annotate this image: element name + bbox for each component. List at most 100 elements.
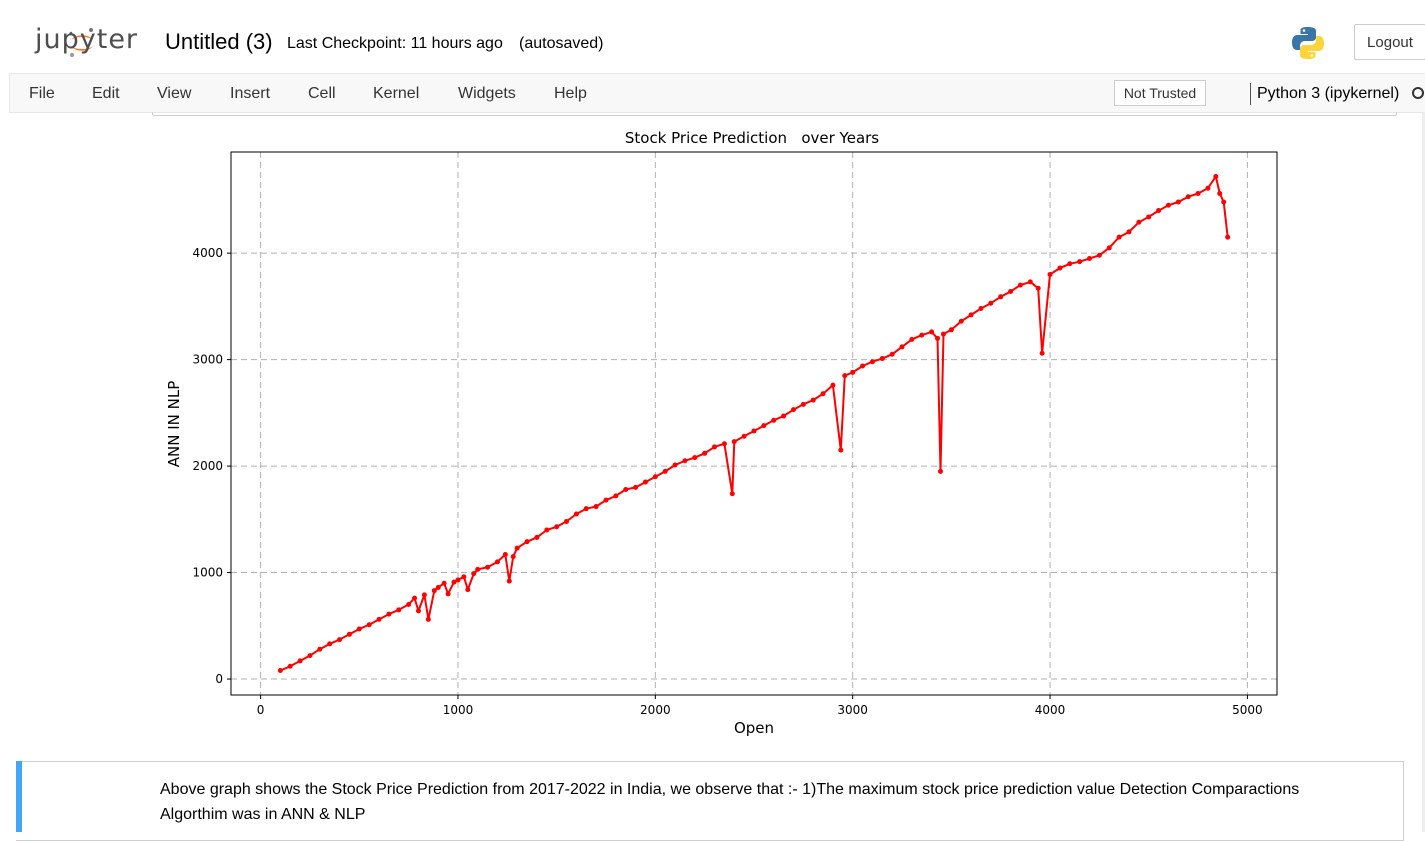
data-point (573, 511, 579, 517)
data-point (998, 294, 1004, 300)
y-tick-label: 0 (215, 672, 223, 686)
data-point (978, 306, 984, 312)
data-point (465, 587, 471, 593)
data-point (421, 592, 427, 598)
data-point (603, 497, 609, 503)
data-point (524, 539, 530, 545)
data-point (830, 382, 836, 388)
data-point (1195, 191, 1201, 197)
jupyter-logo-icon[interactable] (12, 24, 152, 62)
data-point (850, 369, 856, 375)
y-tick-label: 3000 (192, 353, 223, 367)
data-point (1213, 173, 1219, 179)
data-point (1039, 350, 1045, 356)
data-point (940, 331, 946, 337)
data-point (475, 566, 481, 572)
data-point (346, 631, 352, 637)
data-point (938, 468, 944, 474)
data-point (1017, 282, 1023, 288)
data-point (1035, 285, 1041, 291)
x-tick-label: 0 (257, 703, 265, 717)
data-point (415, 608, 421, 614)
chart-series (277, 173, 1231, 674)
y-axis-label: ANN IN NLP (165, 381, 183, 468)
logo-text[interactable]: jupyter (35, 24, 139, 55)
data-point (800, 401, 806, 407)
y-tick-label: 2000 (192, 459, 223, 473)
menu-file[interactable]: File (29, 85, 55, 102)
data-point (741, 433, 747, 439)
data-point (317, 646, 323, 652)
data-point (781, 413, 787, 419)
menu-help[interactable]: Help (554, 85, 587, 102)
menu-kernel[interactable]: Kernel (373, 85, 420, 102)
data-point (790, 407, 796, 413)
data-point (633, 484, 639, 490)
kernel-divider (1250, 83, 1251, 105)
data-point (485, 564, 491, 570)
data-point (564, 518, 570, 524)
data-point (1106, 245, 1112, 251)
menu-bar: File Edit View Insert Cell Kernel Widget… (9, 73, 1425, 113)
data-point (623, 487, 629, 493)
x-tick-label: 2000 (640, 703, 671, 717)
data-point (1221, 199, 1227, 205)
y-tick-label: 4000 (192, 246, 223, 260)
x-axis-label: Open (734, 719, 774, 737)
data-point (929, 329, 935, 335)
data-point (1126, 229, 1132, 235)
data-point (751, 428, 757, 434)
data-point (889, 351, 895, 357)
data-point (935, 335, 941, 341)
notebook-title[interactable]: Untitled (3) (165, 29, 273, 54)
data-point (376, 616, 382, 622)
data-point (899, 344, 905, 350)
data-point (583, 506, 589, 512)
chart-title: Stock Price Prediction over Years (625, 129, 879, 147)
scrollbar[interactable] (1422, 113, 1425, 832)
data-point (455, 577, 461, 583)
data-point (425, 616, 431, 622)
data-point (471, 571, 477, 577)
python-logo-icon (1292, 27, 1324, 59)
data-point (662, 468, 668, 474)
y-axis-ticks: 0 1000 2000 3000 4000 (192, 246, 231, 686)
data-point (820, 391, 826, 397)
data-point (277, 668, 283, 674)
data-point (810, 397, 816, 403)
data-point (445, 591, 451, 597)
data-point (435, 584, 441, 590)
data-point (554, 524, 560, 530)
data-point (396, 607, 402, 613)
data-point (506, 578, 512, 584)
menu-cell[interactable]: Cell (308, 85, 336, 102)
menu-widgets[interactable]: Widgets (458, 85, 516, 102)
data-point (731, 439, 737, 445)
data-point (842, 373, 848, 379)
menu-view[interactable]: View (157, 85, 192, 102)
trust-indicator-button[interactable]: Not Trusted (1114, 80, 1206, 106)
data-point (968, 312, 974, 318)
data-point (297, 658, 303, 664)
data-point (366, 622, 372, 628)
kernel-name[interactable]: Python 3 (ipykernel) (1257, 85, 1400, 102)
data-point (431, 588, 437, 594)
data-point (860, 363, 866, 369)
data-point (1116, 234, 1122, 240)
x-tick-label: 5000 (1232, 703, 1263, 717)
data-point (1175, 199, 1181, 205)
data-point (1205, 185, 1211, 191)
data-point (958, 318, 964, 324)
logout-button[interactable]: Logout (1354, 24, 1425, 60)
data-point (613, 493, 619, 499)
selected-cell-indicator (16, 761, 22, 832)
data-point (356, 626, 362, 632)
data-point (1217, 191, 1223, 197)
menu-insert[interactable]: Insert (230, 85, 271, 102)
menu-edit[interactable]: Edit (92, 85, 120, 102)
data-point (948, 327, 954, 333)
markdown-text: Above graph shows the Stock Price Predic… (160, 781, 1300, 823)
data-point (1077, 259, 1083, 265)
data-point (502, 551, 508, 557)
data-point (771, 417, 777, 423)
